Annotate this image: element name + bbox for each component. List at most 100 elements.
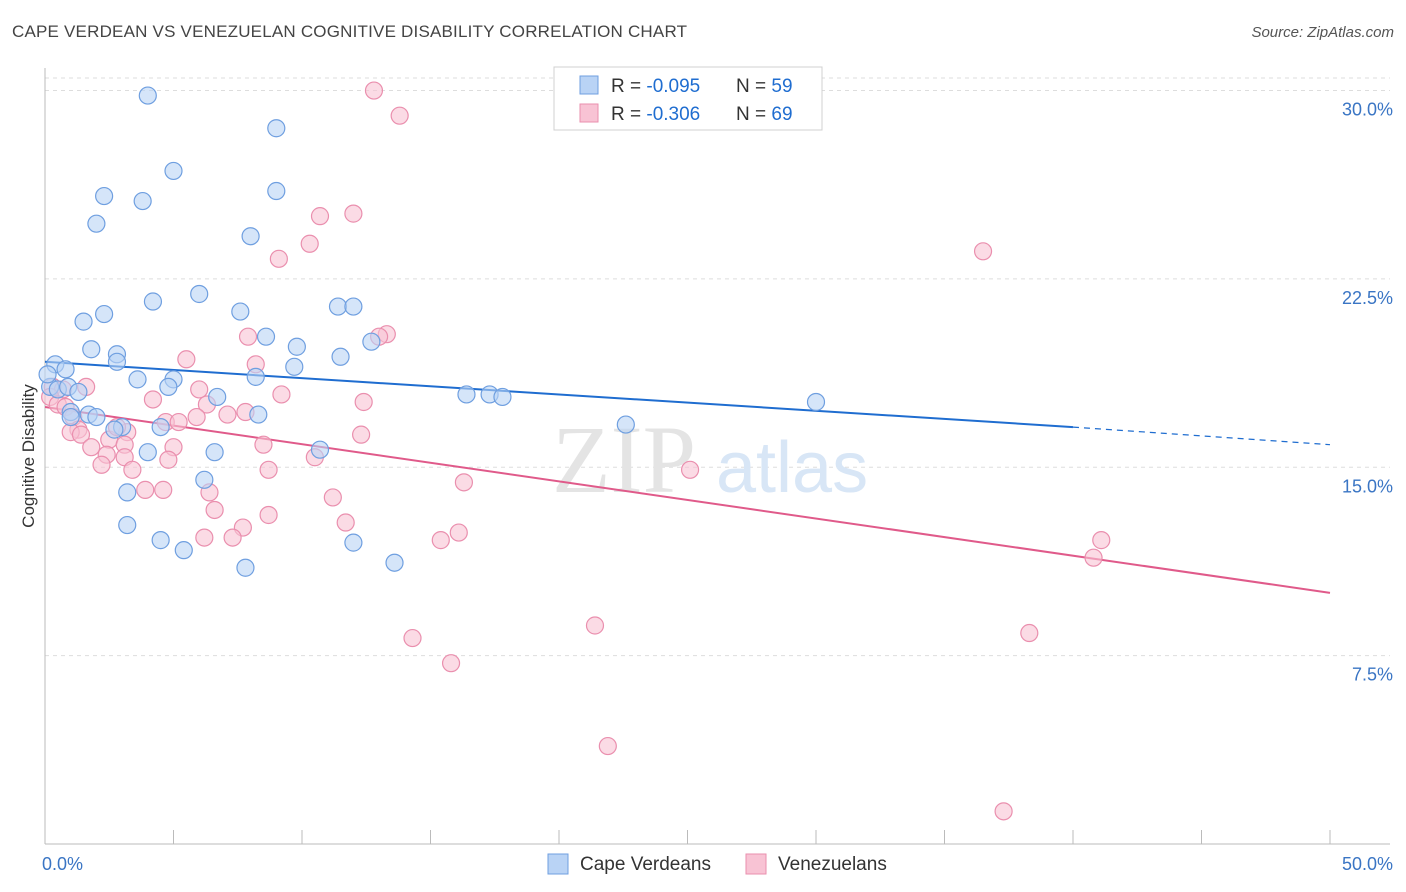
point-cape-verdeans xyxy=(208,387,227,407)
point-venezuelans xyxy=(1084,548,1103,567)
point-venezuelans xyxy=(259,505,278,525)
point-cape-verdeans xyxy=(133,191,152,211)
point-cape-verdeans xyxy=(267,119,286,138)
point-venezuelans xyxy=(195,528,214,547)
point-cape-verdeans xyxy=(246,367,265,386)
watermark: ZIP atlas xyxy=(552,406,868,513)
y-tick-label: 15.0% xyxy=(1342,476,1393,496)
data-points xyxy=(38,81,1111,821)
point-cape-verdeans xyxy=(159,377,178,397)
point-venezuelans xyxy=(1020,623,1039,643)
point-venezuelans xyxy=(336,513,355,532)
point-venezuelans xyxy=(82,438,101,457)
point-venezuelans xyxy=(143,390,163,409)
x-tick-label-min: 0.0% xyxy=(42,854,83,874)
point-cape-verdeans xyxy=(344,533,363,552)
point-cape-verdeans xyxy=(61,407,80,427)
point-cape-verdeans xyxy=(138,443,157,462)
svg-text:R = -0.306: R = -0.306 xyxy=(611,104,700,125)
point-venezuelans xyxy=(310,207,330,226)
point-venezuelans xyxy=(190,380,209,399)
y-axis-label: Cognitive Disability xyxy=(19,384,38,528)
point-cape-verdeans xyxy=(205,443,224,462)
y-tick-label: 7.5% xyxy=(1352,665,1393,685)
point-venezuelans xyxy=(352,425,371,444)
y-tick-label: 30.0% xyxy=(1342,100,1393,120)
point-cape-verdeans xyxy=(105,420,124,439)
point-cape-verdeans xyxy=(82,340,101,359)
point-venezuelans xyxy=(585,616,605,635)
point-cape-verdeans xyxy=(457,385,476,404)
point-venezuelans xyxy=(300,234,319,253)
point-venezuelans xyxy=(344,204,363,223)
point-cape-verdeans xyxy=(151,417,170,437)
point-venezuelans xyxy=(187,407,206,427)
point-venezuelans xyxy=(454,473,474,492)
point-venezuelans xyxy=(159,450,178,469)
legend-swatch-venezuelans xyxy=(579,103,599,123)
point-venezuelans xyxy=(1092,531,1111,550)
point-venezuelans xyxy=(994,802,1013,821)
point-cape-verdeans xyxy=(107,352,127,371)
point-cape-verdeans xyxy=(118,515,137,535)
point-venezuelans xyxy=(449,523,468,542)
point-cape-verdeans xyxy=(385,553,404,572)
point-cape-verdeans xyxy=(38,365,57,384)
point-cape-verdeans xyxy=(287,337,306,356)
point-cape-verdeans xyxy=(56,360,75,379)
legend-n-value-1: 59 xyxy=(771,76,792,97)
point-venezuelans xyxy=(136,480,155,499)
legend: R = -0.095 N = 59 R = -0.306 N = 69 xyxy=(553,66,823,131)
series-legend-label-venezuelans: Venezuelans xyxy=(778,854,887,875)
point-venezuelans xyxy=(269,249,288,268)
point-cape-verdeans xyxy=(236,558,255,577)
point-venezuelans xyxy=(177,350,196,369)
point-cape-verdeans xyxy=(362,332,381,351)
watermark-atlas: atlas xyxy=(716,428,868,508)
legend-r-label-1: R = xyxy=(611,76,646,97)
point-cape-verdeans xyxy=(164,161,183,181)
point-venezuelans xyxy=(364,81,384,100)
legend-swatch-cape-verdeans xyxy=(579,75,599,95)
point-cape-verdeans xyxy=(174,541,193,560)
point-venezuelans xyxy=(259,460,278,479)
series-legend-swatch-venezuelans xyxy=(745,853,767,875)
point-cape-verdeans xyxy=(87,407,106,427)
point-venezuelans xyxy=(205,500,224,520)
point-venezuelans xyxy=(154,480,173,499)
point-cape-verdeans xyxy=(138,86,157,105)
svg-text:N = 59: N = 59 xyxy=(736,76,793,97)
source-label: Source: ZipAtlas.com xyxy=(1251,24,1394,41)
legend-n-label-2: N = xyxy=(736,104,771,125)
series-legend: Cape Verdeans Venezuelans xyxy=(547,853,887,875)
point-cape-verdeans xyxy=(143,292,163,311)
point-venezuelans xyxy=(680,460,700,479)
point-venezuelans xyxy=(254,435,273,454)
point-cape-verdeans xyxy=(310,440,330,459)
point-cape-verdeans xyxy=(256,327,276,346)
point-cape-verdeans xyxy=(331,347,350,366)
trend-line-cape-verdeans-extension xyxy=(1072,426,1331,446)
point-venezuelans xyxy=(354,392,373,412)
point-venezuelans xyxy=(272,385,291,404)
point-venezuelans xyxy=(598,736,617,756)
point-cape-verdeans xyxy=(285,357,304,376)
series-legend-label-cape-verdeans: Cape Verdeans xyxy=(580,854,711,875)
chart-title: CAPE VERDEAN VS VENEZUELAN COGNITIVE DIS… xyxy=(12,22,688,41)
point-cape-verdeans xyxy=(231,302,250,321)
point-venezuelans xyxy=(123,460,142,479)
point-cape-verdeans xyxy=(249,405,268,424)
series-legend-swatch-cape-verdeans xyxy=(547,853,569,875)
y-tick-label: 22.5% xyxy=(1342,288,1393,308)
point-cape-verdeans xyxy=(128,370,147,389)
point-venezuelans xyxy=(218,405,237,424)
point-cape-verdeans xyxy=(151,531,170,550)
svg-text:R = -0.095: R = -0.095 xyxy=(611,76,700,97)
legend-r-label-2: R = xyxy=(611,104,646,125)
point-venezuelans xyxy=(71,425,91,444)
point-venezuelans xyxy=(169,412,188,432)
point-cape-verdeans xyxy=(74,312,93,331)
point-venezuelans xyxy=(238,327,258,346)
point-cape-verdeans xyxy=(267,181,286,201)
legend-n-label-1: N = xyxy=(736,76,771,97)
